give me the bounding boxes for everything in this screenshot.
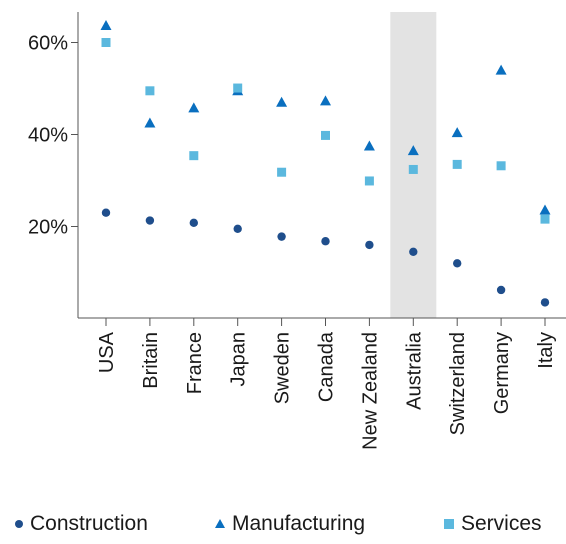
manufacturing-point-canada xyxy=(320,95,331,106)
manufacturing-point-britain xyxy=(144,117,156,128)
x-axis-ticks: USA Britain France Japan Sweden Canada New Zea… xyxy=(96,318,557,450)
services-point-britain xyxy=(145,86,155,96)
services-point-usa xyxy=(101,38,111,47)
triangle-marker-icon xyxy=(215,519,225,528)
construction-point-new-zealand xyxy=(365,240,374,250)
y-tick-label-60: 60% xyxy=(28,33,68,55)
y-tick-label-20: 20% xyxy=(28,217,68,239)
construction-point-sweden xyxy=(277,232,286,241)
construction-point-britain xyxy=(145,216,155,225)
construction-point-france xyxy=(189,218,198,228)
x-tick-label-italy: Italy xyxy=(535,332,557,369)
manufacturing-point-new-zealand xyxy=(363,140,375,151)
manufacturing-point-switzerland xyxy=(451,127,463,138)
x-tick-label-switzerland: Switzerland xyxy=(447,332,469,435)
legend-label-construction: Construction xyxy=(30,512,148,535)
manufacturing-point-sweden xyxy=(276,96,288,107)
series-manufacturing xyxy=(100,19,551,215)
scatter-chart: 20% 40% 60% USA Britain France Japan Sweden Can… xyxy=(28,12,566,450)
manufacturing-point-france xyxy=(188,102,200,113)
legend-label-services: Services xyxy=(461,512,542,535)
x-tick-label-australia: Australia xyxy=(403,331,425,410)
legend-item-services: Services xyxy=(443,512,542,536)
x-tick-label-britain: Britain xyxy=(140,332,162,389)
x-tick-label-new-zealand: New Zealand xyxy=(359,332,381,450)
x-tick-label-japan: Japan xyxy=(228,332,250,387)
square-marker-icon xyxy=(444,519,454,529)
x-tick-label-germany: Germany xyxy=(491,332,513,414)
series-construction xyxy=(101,208,550,307)
manufacturing-point-germany xyxy=(495,64,507,75)
services-point-sweden xyxy=(277,167,287,177)
services-point-japan xyxy=(233,83,243,93)
x-tick-label-canada: Canada xyxy=(316,331,338,402)
services-point-germany xyxy=(496,161,506,171)
services-point-switzerland xyxy=(452,159,462,169)
construction-point-switzerland xyxy=(453,259,462,268)
manufacturing-point-australia xyxy=(407,145,419,156)
construction-point-germany xyxy=(496,285,506,295)
x-tick-label-sweden: Sweden xyxy=(272,332,294,404)
construction-point-japan xyxy=(233,224,242,233)
x-tick-label-usa: USA xyxy=(96,331,118,373)
legend-item-construction: Construction xyxy=(14,512,148,536)
services-point-italy xyxy=(540,214,550,224)
series-services xyxy=(101,38,550,224)
construction-point-canada xyxy=(321,237,330,246)
construction-point-australia xyxy=(409,247,418,256)
construction-point-usa xyxy=(101,208,111,217)
legend-label-manufacturing: Manufacturing xyxy=(232,512,366,535)
legend: Construction Manufacturing Services xyxy=(0,512,566,544)
legend-item-manufacturing: Manufacturing xyxy=(214,512,365,536)
services-point-australia xyxy=(408,164,418,174)
y-axis-ticks: 20% 40% 60% xyxy=(28,33,78,239)
construction-point-italy xyxy=(540,298,550,307)
services-point-france xyxy=(189,151,199,161)
y-tick-label-40: 40% xyxy=(28,125,68,147)
services-point-canada xyxy=(321,130,330,140)
data-marks xyxy=(100,19,551,307)
manufacturing-point-usa xyxy=(100,19,112,30)
manufacturing-point-italy xyxy=(539,204,551,215)
services-point-new-zealand xyxy=(364,176,374,186)
circle-marker-icon xyxy=(15,520,23,528)
x-tick-label-france: France xyxy=(184,332,206,394)
